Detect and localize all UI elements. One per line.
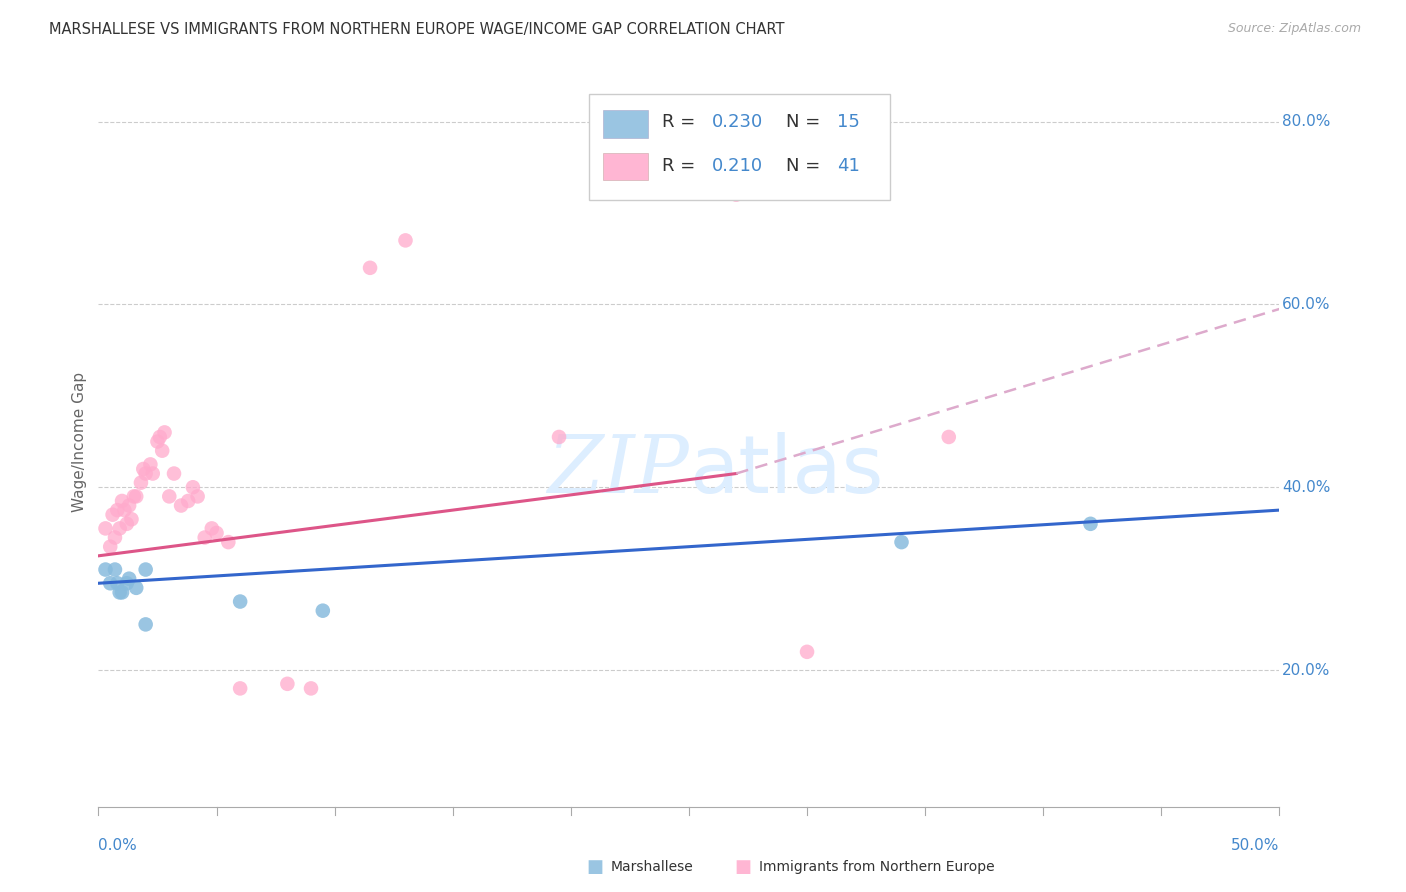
- Y-axis label: Wage/Income Gap: Wage/Income Gap: [72, 371, 87, 512]
- Point: [121, 512, 143, 526]
- Point: [105, 503, 128, 517]
- Text: R =: R =: [662, 157, 700, 175]
- Text: 50.0%: 50.0%: [1232, 838, 1279, 853]
- Point: [153, 425, 176, 440]
- Point: [112, 503, 135, 517]
- Point: [229, 681, 252, 696]
- Point: [394, 233, 416, 247]
- Point: [276, 677, 298, 691]
- Point: [139, 458, 162, 472]
- Point: [135, 563, 157, 577]
- Point: [796, 645, 818, 659]
- Text: 80.0%: 80.0%: [1282, 114, 1330, 129]
- Point: [548, 430, 571, 444]
- Text: ■: ■: [734, 858, 751, 876]
- Point: [104, 563, 127, 577]
- Point: [142, 467, 165, 481]
- Point: [170, 499, 193, 513]
- Text: ZIP: ZIP: [547, 432, 689, 509]
- Point: [125, 581, 148, 595]
- Text: R =: R =: [662, 113, 700, 131]
- Point: [94, 563, 117, 577]
- Point: [177, 494, 200, 508]
- Text: Source: ZipAtlas.com: Source: ZipAtlas.com: [1227, 22, 1361, 36]
- Point: [135, 617, 157, 632]
- Text: 0.0%: 0.0%: [98, 838, 138, 853]
- Text: Marshallese: Marshallese: [610, 860, 693, 874]
- FancyBboxPatch shape: [603, 111, 648, 138]
- Point: [187, 489, 209, 503]
- Text: 0.230: 0.230: [711, 113, 762, 131]
- Point: [125, 489, 148, 503]
- Point: [201, 521, 224, 535]
- Point: [104, 531, 127, 545]
- FancyBboxPatch shape: [603, 153, 648, 180]
- Point: [108, 521, 131, 535]
- Point: [101, 508, 124, 522]
- Point: [146, 434, 169, 449]
- FancyBboxPatch shape: [589, 95, 890, 200]
- Point: [1080, 516, 1102, 531]
- Text: 40.0%: 40.0%: [1282, 480, 1330, 495]
- Point: [299, 681, 322, 696]
- Point: [725, 187, 748, 202]
- Point: [111, 585, 134, 599]
- Point: [108, 585, 131, 599]
- Point: [94, 521, 117, 535]
- Point: [181, 480, 204, 494]
- Point: [312, 604, 335, 618]
- Point: [890, 535, 912, 549]
- Text: ■: ■: [586, 858, 603, 876]
- Text: 20.0%: 20.0%: [1282, 663, 1330, 678]
- Point: [118, 572, 141, 586]
- Point: [229, 594, 252, 608]
- Point: [135, 467, 157, 481]
- Point: [938, 430, 960, 444]
- Text: N =: N =: [786, 157, 825, 175]
- Point: [194, 531, 217, 545]
- Point: [105, 576, 128, 591]
- Point: [205, 526, 228, 541]
- Point: [157, 489, 180, 503]
- Point: [150, 443, 173, 458]
- Point: [129, 475, 152, 490]
- Text: 0.210: 0.210: [711, 157, 762, 175]
- Text: 41: 41: [837, 157, 859, 175]
- Point: [149, 430, 172, 444]
- Point: [115, 576, 138, 591]
- Point: [111, 494, 134, 508]
- Text: 60.0%: 60.0%: [1282, 297, 1330, 312]
- Point: [118, 499, 141, 513]
- Point: [98, 576, 121, 591]
- Point: [217, 535, 239, 549]
- Point: [132, 462, 155, 476]
- Point: [163, 467, 186, 481]
- Point: [359, 260, 381, 275]
- Text: atlas: atlas: [689, 432, 883, 510]
- Point: [115, 516, 138, 531]
- Text: N =: N =: [786, 113, 825, 131]
- Text: MARSHALLESE VS IMMIGRANTS FROM NORTHERN EUROPE WAGE/INCOME GAP CORRELATION CHART: MARSHALLESE VS IMMIGRANTS FROM NORTHERN …: [49, 22, 785, 37]
- Text: Immigrants from Northern Europe: Immigrants from Northern Europe: [759, 860, 995, 874]
- Point: [98, 540, 121, 554]
- Point: [122, 489, 145, 503]
- Text: 15: 15: [837, 113, 859, 131]
